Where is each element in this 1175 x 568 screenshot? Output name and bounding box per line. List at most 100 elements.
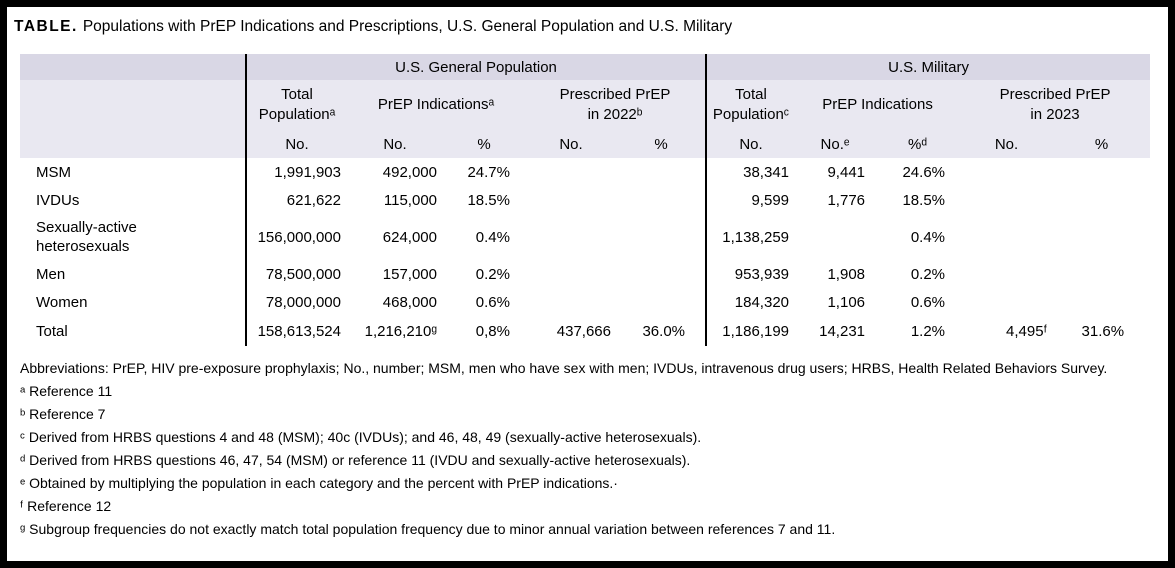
header-gen-prep-indications: PrEP Indicationsᵃ: [347, 80, 525, 130]
cell: 0,8%: [475, 322, 510, 340]
cell: [960, 260, 1053, 288]
cell: 624,000: [382, 228, 437, 246]
row-label: Men: [36, 265, 66, 283]
cell: 36.0%: [642, 322, 686, 340]
cell: 0.6%: [475, 293, 510, 311]
cell: [525, 288, 617, 316]
cell-blank: [20, 54, 246, 80]
row-label: Women: [36, 293, 88, 311]
cell: 1,216,210ᵍ: [364, 322, 437, 340]
cell: 18.5%: [467, 191, 510, 209]
cell: [617, 186, 706, 214]
cell: 9,441: [827, 163, 866, 181]
cell: [1053, 260, 1150, 288]
group-header-row: U.S. General Population U.S. Military: [20, 54, 1151, 80]
table-title-text: Populations with PrEP Indications and Pr…: [82, 18, 733, 35]
table-row-men: Men 78,500,000 157,000 0.2% 953,939 1,90…: [20, 260, 1150, 288]
table-row-total: Total 158,613,524 1,216,210ᵍ 0,8% 437,66…: [20, 316, 1150, 346]
cell-blank: [20, 80, 246, 130]
unit-header: %: [1053, 130, 1151, 158]
cell: 4,495ᶠ: [1006, 322, 1048, 340]
cell: 0.4%: [910, 228, 946, 246]
footnote-a: ᵃ Reference 11: [20, 383, 113, 399]
footnote-f: ᶠ Reference 12: [20, 498, 112, 514]
cell: 437,666: [556, 322, 611, 340]
cell: 1.2%: [910, 322, 946, 340]
cell: 0.4%: [475, 228, 510, 246]
group-header-military: U.S. Military: [705, 54, 1151, 80]
cell: [960, 186, 1053, 214]
unit-header: No.: [705, 130, 796, 158]
unit-header: %: [443, 130, 525, 158]
unit-header: No.: [525, 130, 617, 158]
cell: 1,138,259: [705, 214, 796, 260]
cell: 468,000: [382, 293, 437, 311]
cell: [960, 214, 1053, 260]
cell: [525, 186, 617, 214]
prep-populations-table: U.S. General Population U.S. Military To…: [20, 54, 1151, 346]
footnote-g: ᵍ Subgroup frequencies do not exactly ma…: [20, 521, 836, 537]
cell: 621,622: [245, 186, 347, 214]
cell: [960, 158, 1053, 186]
header-mil-total-pop: Total Populationᶜ: [705, 80, 796, 130]
cell: 78,000,000: [245, 288, 347, 316]
cell: 184,320: [705, 288, 796, 316]
cell: [960, 288, 1053, 316]
cell: [1053, 214, 1150, 260]
cell: [525, 158, 617, 186]
cell: 1,776: [827, 191, 866, 209]
cell: 18.5%: [902, 191, 946, 209]
cell: 24.7%: [467, 163, 510, 181]
cell: 0.2%: [910, 265, 946, 283]
cell: [617, 158, 706, 186]
cell: [1053, 288, 1150, 316]
cell: 1,186,199: [705, 316, 796, 346]
cell: 115,000: [383, 191, 437, 209]
table-title: TABLE. Populations with PrEP Indications …: [14, 16, 1148, 37]
row-label: IVDUs: [36, 191, 80, 209]
cell: [617, 260, 706, 288]
footnote-e: ᵉ Obtained by multiplying the population…: [20, 475, 618, 491]
footnote-c: ᶜ Derived from HRBS questions 4 and 48 (…: [20, 429, 702, 445]
unit-header: No.ᵉ: [795, 130, 876, 158]
header-gen-total-pop: Total Populationᵃ: [245, 80, 347, 130]
cell: 158,613,524: [245, 316, 347, 346]
cell: 1,908: [827, 265, 866, 283]
cell: 0.2%: [475, 265, 510, 283]
header-mil-prescribed: Prescribed PrEP in 2023: [960, 80, 1151, 130]
cell: [617, 214, 706, 260]
abbreviations-note: Abbreviations: PrEP, HIV pre-exposure pr…: [20, 360, 1108, 376]
footnotes: Abbreviations: PrEP, HIV pre-exposure pr…: [20, 360, 1140, 537]
unit-header: %ᵈ: [875, 130, 961, 158]
unit-header: No.: [347, 130, 443, 158]
cell: 14,231: [819, 322, 866, 340]
cell: [1053, 186, 1150, 214]
cell: [795, 214, 875, 260]
unit-header: %: [617, 130, 707, 158]
cell: 156,000,000: [245, 214, 347, 260]
cell: 24.6%: [902, 163, 946, 181]
header-gen-prescribed: Prescribed PrEP in 2022ᵇ: [525, 80, 707, 130]
cell: 9,599: [705, 186, 796, 214]
unit-header-row: No. No. % No. % No. No.ᵉ %ᵈ No. %: [20, 130, 1151, 158]
cell: [525, 214, 617, 260]
table-row-ivdus: IVDUs 621,622 115,000 18.5% 9,599 1,776 …: [20, 186, 1150, 214]
cell: [525, 260, 617, 288]
unit-header: No.: [245, 130, 347, 158]
row-label: Sexually-active heterosexuals: [36, 219, 137, 255]
cell: 1,106: [827, 293, 866, 311]
cell: 78,500,000: [245, 260, 347, 288]
cell: [617, 288, 706, 316]
cell: 1,991,903: [245, 158, 347, 186]
cell: 0.6%: [910, 293, 946, 311]
table-row-msm: MSM 1,991,903 492,000 24.7% 38,341 9,441…: [20, 158, 1150, 186]
cell: 492,000: [382, 163, 437, 181]
row-label: Total: [36, 322, 68, 340]
footnote-d: ᵈ Derived from HRBS questions 46, 47, 54…: [20, 452, 691, 468]
table-title-tag: TABLE.: [14, 18, 78, 35]
cell: 953,939: [705, 260, 796, 288]
table-row-heterosexuals: Sexually-active heterosexuals 156,000,00…: [20, 214, 1150, 260]
cell: [1053, 158, 1150, 186]
cell: 157,000: [382, 265, 437, 283]
row-label: MSM: [36, 163, 71, 181]
